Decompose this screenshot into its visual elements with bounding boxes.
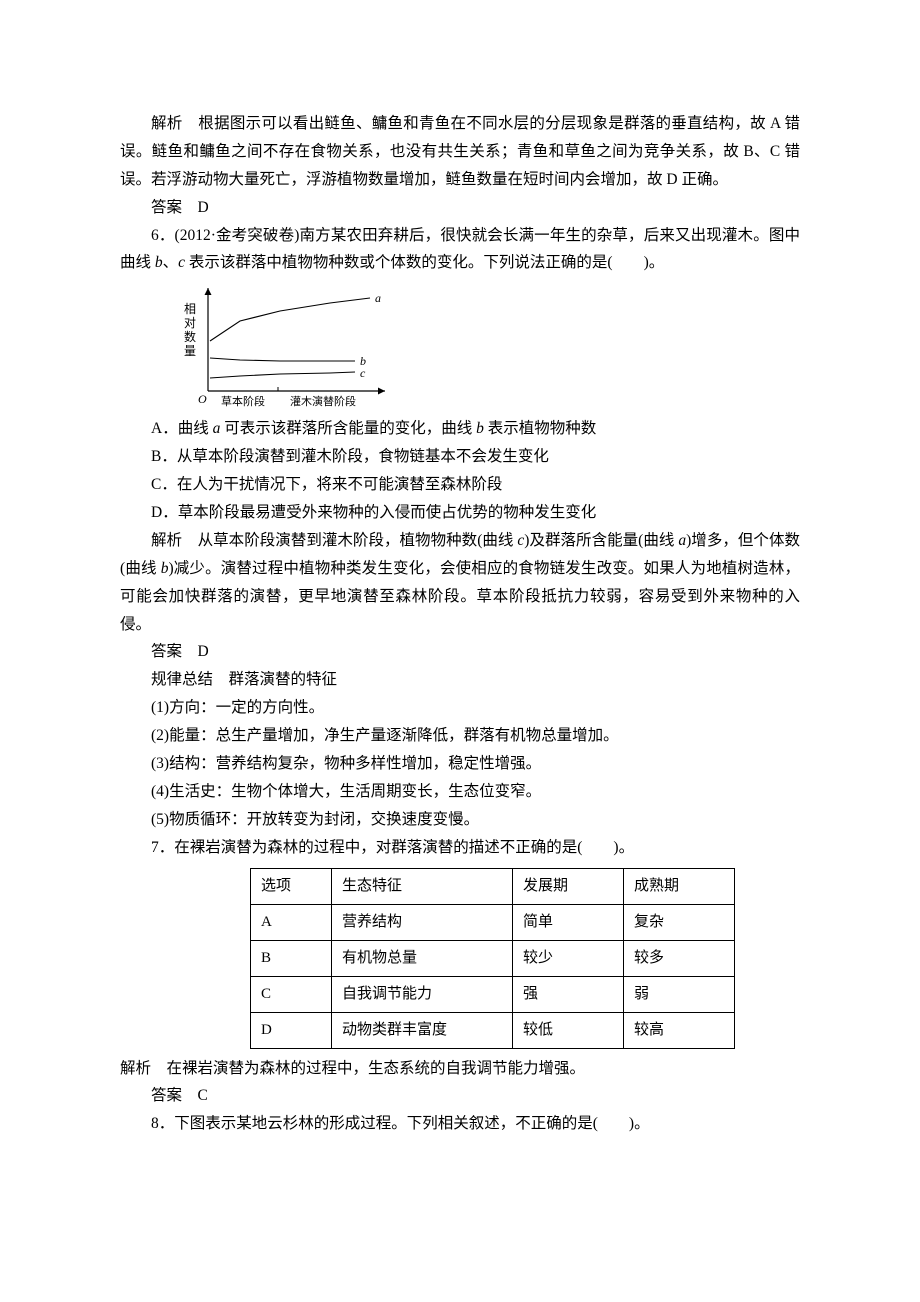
table-cell: C (251, 976, 332, 1012)
svg-text:对: 对 (184, 316, 196, 330)
page: 解析 根据图示可以看出鲢鱼、鳙鱼和青鱼在不同水层的分层现象是群落的垂直结构，故 … (0, 0, 920, 1302)
q6-choices: A．曲线 a 可表示该群落所含能量的变化，曲线 b 表示植物物种数 B．从草本阶… (120, 415, 800, 527)
svg-text:数: 数 (184, 329, 196, 344)
svg-text:量: 量 (184, 344, 196, 358)
table-cell: 较高 (624, 1012, 735, 1048)
rule-4: (4)生活史：生物个体增大，生活周期变长，生态位变窄。 (120, 778, 800, 806)
svg-text:灌木演替阶段: 灌木演替阶段 (290, 394, 356, 408)
exp6-var-a: a (678, 532, 686, 549)
rule-5: (5)物质循环：开放转变为封闭，交换速度变慢。 (120, 806, 800, 834)
table-row: 选项生态特征发展期成熟期 (251, 868, 735, 904)
exp6-4: )减少。演替过程中植物种类发生变化，会使相应的食物链发生改变。如果人为地植树造林… (120, 560, 800, 633)
q6-sep: 、 (163, 254, 179, 271)
q7-table: 选项生态特征发展期成熟期A营养结构简单复杂B有机物总量较少较多C自我调节能力强弱… (250, 868, 735, 1049)
svg-text:草本阶段: 草本阶段 (221, 394, 265, 408)
rule-2: (2)能量：总生产量增加，净生产量逐渐降低，群落有机物总量增加。 (120, 722, 800, 750)
question-7-stem: 7．在裸岩演替为森林的过程中，对群落演替的描述不正确的是( )。 (120, 834, 800, 862)
table-cell: D (251, 1012, 332, 1048)
exp6-2: )及群落所含能量(曲线 (524, 532, 678, 549)
table-cell: 生态特征 (332, 868, 513, 904)
choice-A-suffix: 表示植物物种数 (484, 420, 596, 437)
q6-text-2: 表示该群落中植物物种数或个体数的变化。下列说法正确的是( )。 (185, 254, 664, 271)
rule-3: (3)结构：营养结构复杂，物种多样性增加，稳定性增强。 (120, 750, 800, 778)
table-row: C自我调节能力强弱 (251, 976, 735, 1012)
q7-table-wrap: 选项生态特征发展期成熟期A营养结构简单复杂B有机物总量较少较多C自我调节能力强弱… (250, 868, 800, 1049)
table-cell: A (251, 904, 332, 940)
choice-A-var-b: b (476, 420, 484, 437)
choice-B: B．从草本阶段演替到灌木阶段，食物链基本不会发生变化 (120, 443, 800, 471)
table-cell: 发展期 (513, 868, 624, 904)
table-row: B有机物总量较少较多 (251, 940, 735, 976)
choice-A-prefix: A．曲线 (151, 420, 213, 437)
choice-C: C．在人为干扰情况下，将来不可能演替至森林阶段 (120, 471, 800, 499)
table-cell: 复杂 (624, 904, 735, 940)
question-6-stem: 6．(2012·金考突破卷)南方某农田弃耕后，很快就会长满一年生的杂草，后来又出… (120, 222, 800, 278)
svg-text:a: a (375, 291, 381, 305)
choice-A-mid: 可表示该群落所含能量的变化，曲线 (220, 420, 476, 437)
table-cell: 成熟期 (624, 868, 735, 904)
table-cell: 自我调节能力 (332, 976, 513, 1012)
rule-1: (1)方向：一定的方向性。 (120, 694, 800, 722)
explanation-5: 解析 根据图示可以看出鲢鱼、鳙鱼和青鱼在不同水层的分层现象是群落的垂直结构，故 … (120, 110, 800, 194)
table-cell: 强 (513, 976, 624, 1012)
table-cell: 弱 (624, 976, 735, 1012)
line-chart: 相对数量O草本阶段灌木演替阶段abc (180, 283, 390, 413)
table-cell: 较多 (624, 940, 735, 976)
var-b: b (155, 254, 163, 271)
answer-5: 答案 D (120, 194, 800, 222)
svg-text:O: O (198, 392, 207, 406)
var-c: c (178, 254, 185, 271)
table-cell: 营养结构 (332, 904, 513, 940)
table-row: A营养结构简单复杂 (251, 904, 735, 940)
table-cell: 较低 (513, 1012, 624, 1048)
svg-text:c: c (360, 366, 366, 380)
answer-7: 答案 C (120, 1082, 800, 1110)
chart-q6: 相对数量O草本阶段灌木演替阶段abc (180, 283, 390, 413)
choice-A: A．曲线 a 可表示该群落所含能量的变化，曲线 b 表示植物物种数 (120, 415, 800, 443)
table-row: D动物类群丰富度较低较高 (251, 1012, 735, 1048)
table-cell: 动物类群丰富度 (332, 1012, 513, 1048)
svg-text:相: 相 (184, 302, 196, 316)
explanation-6: 解析 从草本阶段演替到灌木阶段，植物物种数(曲线 c)及群落所含能量(曲线 a)… (120, 527, 800, 639)
table-cell: 简单 (513, 904, 624, 940)
exp6-1: 解析 从草本阶段演替到灌木阶段，植物物种数(曲线 (151, 532, 517, 549)
answer-6: 答案 D (120, 638, 800, 666)
table-cell: 有机物总量 (332, 940, 513, 976)
table-cell: B (251, 940, 332, 976)
table-cell: 较少 (513, 940, 624, 976)
table-cell: 选项 (251, 868, 332, 904)
explanation-7: 解析 在裸岩演替为森林的过程中，生态系统的自我调节能力增强。 (120, 1055, 800, 1083)
question-8-stem: 8．下图表示某地云杉林的形成过程。下列相关叙述，不正确的是( )。 (120, 1110, 800, 1138)
rule-summary-title: 规律总结 群落演替的特征 (120, 666, 800, 694)
choice-D: D．草本阶段最易遭受外来物种的入侵而使占优势的物种发生变化 (120, 499, 800, 527)
